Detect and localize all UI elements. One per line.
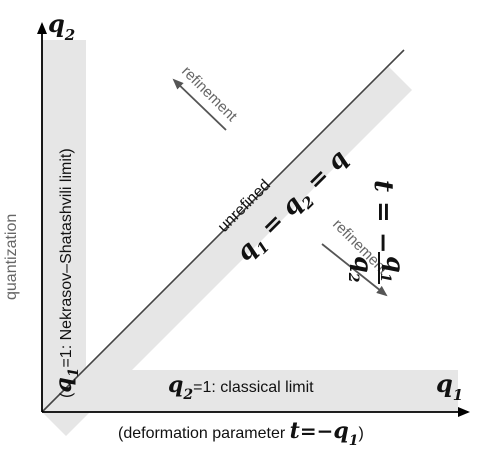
y-axis-label: q2 [48,9,75,44]
ns-limit-label: (q1=1: Nekrasov–Shatashvili limit) [51,148,82,398]
svg-text:q2: q2 [345,256,378,283]
refinement-upper-arrow [172,78,227,131]
ns-limit-band [42,40,86,412]
deformation-parameter-label: (deformation parameter t=−q1) [118,418,364,449]
classical-limit-label: q2=1: classical limit [168,372,314,403]
svg-text:t = −: t = − [368,180,398,254]
svg-text:q1: q1 [377,256,410,283]
unrefined-band [42,66,412,436]
diagonal-line [41,49,405,413]
quantization-label: quantization [3,214,20,300]
x-axis-label: q1 [436,369,463,404]
refinement-lower-arrow [321,243,388,297]
t-formula: t = − q1 q2 [345,180,410,284]
